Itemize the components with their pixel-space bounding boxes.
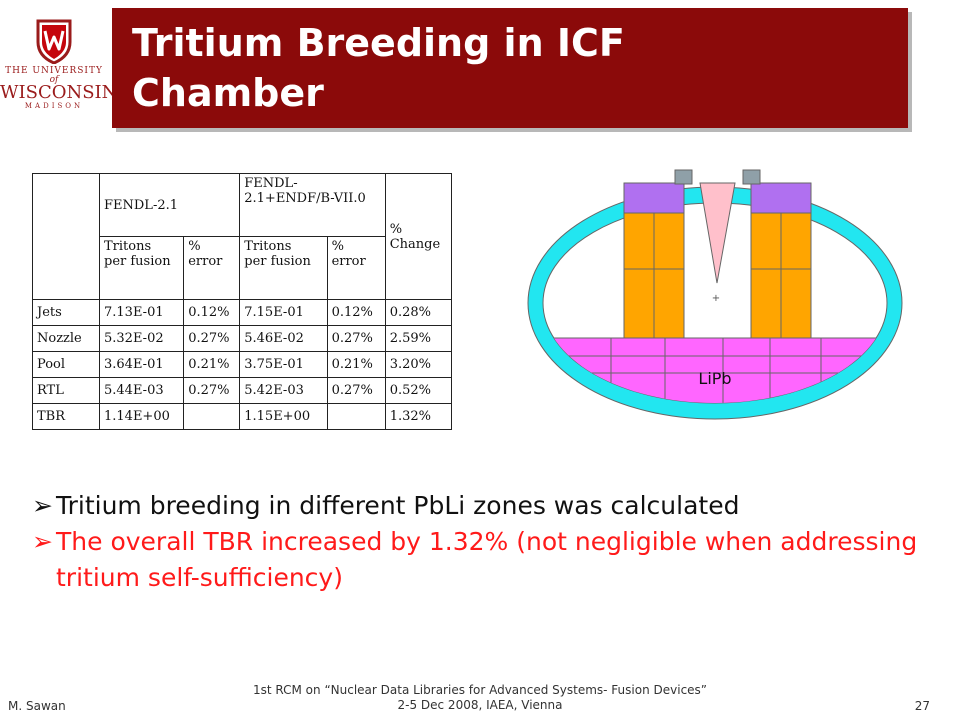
- table-header-row: FENDL-2.1 FENDL- 2.1+ENDF/B-VII.0 % Change: [32, 173, 453, 300]
- pool-label: LiPb: [698, 369, 731, 388]
- cell-tritons-2: 5.42E-03: [239, 377, 328, 404]
- slide-title: Tritium Breeding in ICF Chamber: [132, 18, 832, 118]
- cell-error-2: 0.27%: [326, 377, 386, 404]
- logo-line-madison: MADISON: [24, 102, 84, 110]
- arrow-bullet-icon: ➢: [32, 527, 53, 556]
- cell-tritons-2: 3.75E-01: [239, 351, 328, 378]
- chamber-diagram: + LiPb: [527, 169, 903, 420]
- bullet-text-2: The overall TBR increased by 1.32% (not …: [56, 527, 918, 592]
- cell-error-1: 0.27%: [183, 325, 241, 352]
- center-marker: +: [712, 293, 720, 304]
- bullet-list: ➢ Tritium breeding in different PbLi zon…: [32, 488, 942, 596]
- header-fendl21-endf: FENDL- 2.1+ENDF/B-VII.0: [239, 173, 386, 237]
- cell-error-2: 0.27%: [326, 325, 386, 352]
- cell-zone: TBR: [32, 403, 100, 430]
- cell-zone: Jets: [32, 299, 100, 326]
- cell-zone: RTL: [32, 377, 100, 404]
- table-row: Nozzle 5.32E-02 0.27% 5.46E-02 0.27% 2.5…: [32, 325, 453, 352]
- crest-icon: [36, 19, 72, 64]
- cell-tritons-2: 7.15E-01: [239, 299, 328, 326]
- cell-error-1: 0.21%: [183, 351, 241, 378]
- cell-zone: Pool: [32, 351, 100, 378]
- cell-zone: Nozzle: [32, 325, 100, 352]
- title-line-2: Chamber: [132, 71, 324, 115]
- table-subheader-row: Tritons per fusion % error Tritons per fusi…: [33, 236, 452, 300]
- title-line-1: Tritium Breeding in ICF: [132, 21, 625, 65]
- footer-meeting-line-1: 1st RCM on “Nuclear Data Libraries for A…: [252, 683, 708, 697]
- logo-line-university: THE UNIVERSITY: [5, 66, 103, 76]
- tbr-table: FENDL-2.1 FENDL- 2.1+ENDF/B-VII.0 % Change…: [32, 173, 453, 430]
- footer-author: M. Sawan: [8, 699, 66, 713]
- blanket-grid: [624, 213, 811, 338]
- subheader-error-2: % error: [326, 236, 386, 300]
- cell-change: 2.59%: [384, 325, 453, 352]
- bullet-text-1: Tritium breeding in different PbLi zones…: [56, 491, 740, 520]
- title-banner: [112, 8, 908, 128]
- table-row: Pool 3.64E-01 0.21% 3.75E-01 0.21% 3.20%: [32, 351, 453, 378]
- cell-change: 0.52%: [384, 377, 453, 404]
- cell-tritons-2: 1.15E+00: [239, 403, 328, 430]
- table-row: RTL 5.44E-03 0.27% 5.42E-03 0.27% 0.52%: [32, 377, 453, 404]
- header-fendl21: FENDL-2.1: [98, 173, 241, 237]
- cell-error-1: 0.27%: [183, 377, 241, 404]
- table-corner-cell: [32, 173, 100, 300]
- table-row: Jets 7.13E-01 0.12% 7.15E-01 0.12% 0.28%: [32, 299, 453, 326]
- subheader-error-1: % error: [183, 236, 241, 300]
- nozzle-cone: [699, 182, 736, 284]
- footer-meeting: 1st RCM on “Nuclear Data Libraries for A…: [200, 683, 760, 713]
- bullet-item: ➢ The overall TBR increased by 1.32% (no…: [32, 524, 942, 596]
- cell-tritons-1: 3.64E-01: [98, 351, 185, 378]
- cell-error-1: 0.12%: [183, 299, 241, 326]
- cell-tritons-1: 1.14E+00: [98, 403, 185, 430]
- port-right: [742, 169, 761, 185]
- top-block-left: [623, 182, 685, 214]
- subheader-tritons-1: Tritons per fusion: [98, 236, 185, 300]
- arrow-bullet-icon: ➢: [32, 491, 53, 520]
- cell-change: 0.28%: [384, 299, 453, 326]
- cell-error-2: 0.12%: [326, 299, 386, 326]
- cell-tritons-1: 7.13E-01: [98, 299, 185, 326]
- header-change: % Change: [384, 173, 453, 300]
- footer-meeting-line-2: 2-5 Dec 2008, IAEA, Vienna: [397, 698, 563, 712]
- port-left: [674, 169, 693, 185]
- cell-tritons-1: 5.44E-03: [98, 377, 185, 404]
- cell-change: 3.20%: [384, 351, 453, 378]
- cell-tritons-1: 5.32E-02: [98, 325, 185, 352]
- page-number: 27: [914, 699, 930, 713]
- logo-line-of: of: [49, 75, 59, 85]
- cell-error-2: [326, 403, 386, 430]
- cell-tritons-2: 5.46E-02: [239, 325, 328, 352]
- table-row: TBR 1.14E+00 1.15E+00 1.32%: [32, 403, 453, 430]
- university-logo: THE UNIVERSITY of WISCONSIN MADISON: [0, 18, 118, 130]
- cell-change: 1.32%: [384, 403, 453, 430]
- subheader-tritons-2: Tritons per fusion: [239, 236, 328, 300]
- logo-line-wisconsin: WISCONSIN: [0, 82, 118, 103]
- top-block-right: [750, 182, 812, 214]
- bullet-item: ➢ Tritium breeding in different PbLi zon…: [32, 488, 942, 524]
- cell-error-1: [183, 403, 241, 430]
- cell-error-2: 0.21%: [326, 351, 386, 378]
